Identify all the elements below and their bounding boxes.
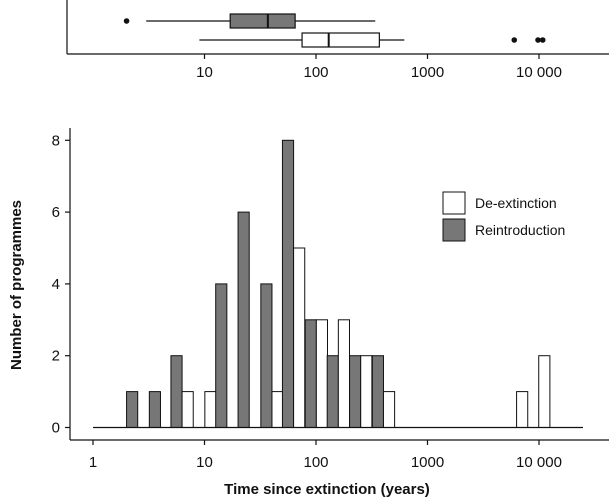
legend-label-reintroduction: Reintroduction [475, 222, 565, 238]
bar-de-extinction [181, 391, 194, 429]
bar-de-extinction [538, 355, 551, 429]
bar-reintroduction [371, 355, 384, 429]
boxplot-x-ticks: 10 100 1000 10 000 [196, 54, 562, 81]
bar-de-extinction [337, 319, 350, 428]
bar-reintroduction [126, 391, 139, 429]
histogram-y-tick-label: 6 [52, 204, 60, 221]
histogram-x-tick-label: 10 [196, 454, 213, 471]
outlier-de-extinction [535, 37, 541, 43]
bar-reintroduction [237, 211, 250, 428]
legend: De-extinction Reintroduction [442, 191, 565, 242]
bar-de-extinction [382, 391, 396, 429]
histogram-y-tick-label: 0 [52, 420, 60, 437]
outlier-de-extinction [539, 37, 546, 43]
bar-de-extinction [293, 247, 306, 428]
histogram-y-tick-label: 4 [52, 276, 60, 293]
bar-de-extinction [204, 391, 217, 429]
boxplot-x-tick-label: 10 [196, 64, 213, 81]
histogram-x-tick-label: 1000 [411, 454, 444, 471]
histogram-x-ticks: 1 10 100 1000 10 000 [89, 440, 562, 471]
histogram-y-tick-label: 2 [52, 348, 60, 365]
bar-reintroduction [215, 283, 228, 428]
histogram-bars [126, 139, 551, 429]
outlier-reintroduction [123, 18, 130, 24]
box-de-extinction [301, 32, 380, 48]
histogram-x-tick-label: 100 [303, 454, 328, 471]
boxplot-marks [123, 13, 546, 48]
histogram-panel: 0 2 4 6 8 1 10 100 1000 10 000 Time since extinc… [8, 128, 609, 498]
bar-reintroduction [304, 319, 317, 428]
box-reintroduction [229, 13, 296, 29]
histogram-x-tick-label: 10 000 [516, 454, 562, 471]
legend-swatch-de-extinction [442, 191, 466, 215]
bar-de-extinction [271, 391, 284, 429]
bar-reintroduction [260, 283, 273, 428]
bar-reintroduction [170, 355, 183, 429]
boxplot-x-tick-label: 1000 [411, 64, 444, 81]
boxplot-x-tick-label: 100 [303, 64, 328, 81]
bar-reintroduction [349, 355, 362, 429]
bar-reintroduction [326, 355, 339, 429]
bar-reintroduction [281, 139, 295, 429]
legend-swatch-reintroduction [442, 218, 466, 242]
histogram-y-tick-label: 8 [52, 132, 60, 149]
outlier-de-extinction [511, 37, 518, 43]
x-axis-title: Time since extinction (years) [224, 481, 430, 498]
bar-de-extinction [315, 319, 328, 428]
bar-reintroduction [148, 391, 161, 429]
legend-label-de-extinction: De-extinction [475, 195, 557, 211]
y-axis-title: Number of programmes [8, 200, 25, 370]
histogram-x-tick-label: 1 [89, 454, 97, 471]
bar-de-extinction [516, 391, 529, 429]
boxplot-panel: 10 100 1000 10 000 [66, 0, 609, 81]
bar-de-extinction [360, 355, 373, 429]
histogram-y-ticks: 0 2 4 6 8 [52, 132, 70, 437]
boxplot-x-tick-label: 10 000 [516, 64, 562, 81]
